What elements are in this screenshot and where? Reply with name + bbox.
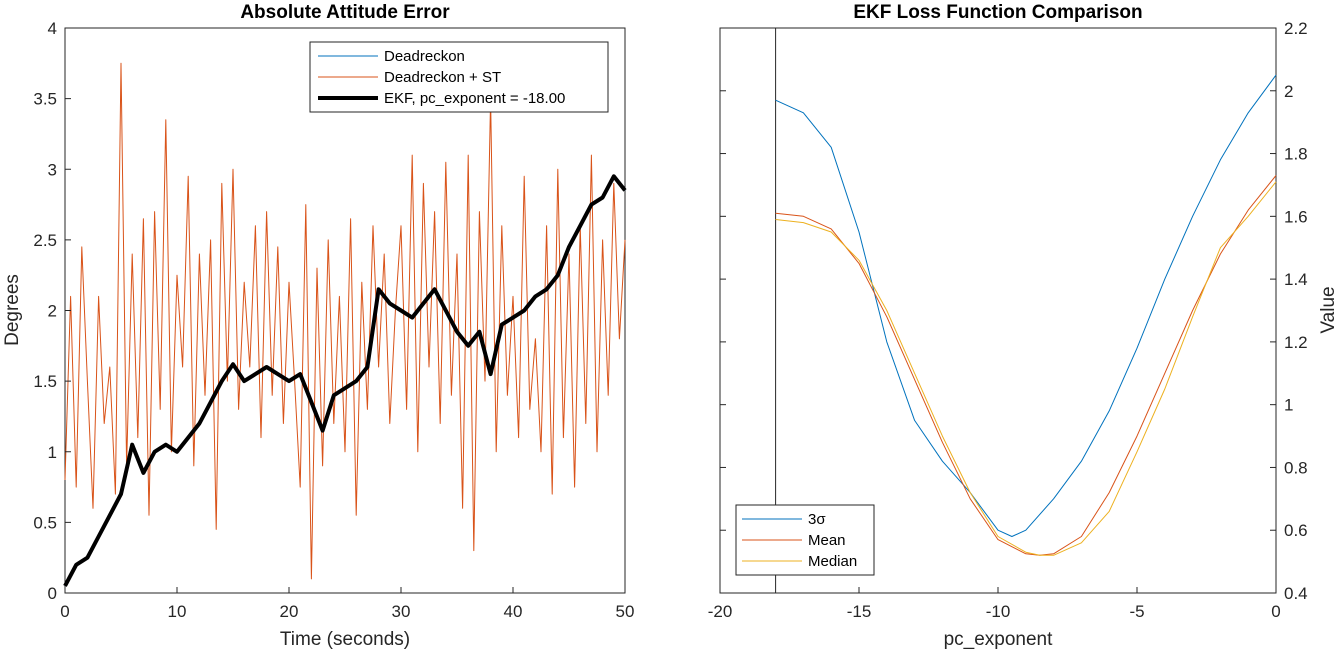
x-axis-ticks: 0 10 20 30 40 50: [60, 587, 634, 621]
y-tick-label: 1.2: [1284, 333, 1308, 352]
legend-label-3sigma: 3σ: [808, 511, 826, 528]
x-tick-label: 0: [1271, 602, 1280, 621]
series-line-deadreckon-st: [64, 62, 626, 580]
y-tick-label: 3.5: [33, 90, 57, 109]
series-line-median: [775, 181, 1277, 556]
x-tick-label: 0: [60, 602, 69, 621]
legend-label-deadreckon: Deadreckon: [384, 48, 465, 65]
legend: Deadreckon Deadreckon + ST EKF, pc_expon…: [309, 41, 609, 113]
series-group: [775, 74, 1277, 556]
x-tick-label: -5: [1129, 602, 1144, 621]
x-tick-label: -15: [847, 602, 872, 621]
series-line-3: [775, 74, 1277, 537]
y-tick-label: 1.5: [33, 372, 57, 391]
chart-title: Absolute Attitude Error: [240, 2, 450, 23]
series-line-mean: [775, 175, 1277, 556]
y-tick-label: 0.8: [1284, 458, 1308, 477]
chart-absolute-attitude-error: Absolute Attitude Error 0 10 20 30 40 50 0 0.5…: [2, 2, 634, 650]
y-tick-label: 1.8: [1284, 145, 1308, 164]
x-tick-label: -10: [986, 602, 1011, 621]
y-tick-label: 1: [1284, 396, 1293, 415]
legend-label-median: Median: [808, 553, 857, 570]
y-tick-label: 1: [48, 443, 57, 462]
x-tick-label: 10: [168, 602, 187, 621]
y-axis-label: Value: [1318, 286, 1339, 333]
x-axis-ticks: -20 -15 -10 -5 0: [708, 587, 1281, 621]
y-tick-label: 2: [1284, 82, 1293, 101]
y-axis-label: Degrees: [2, 274, 23, 346]
x-axis-label: pc_exponent: [944, 629, 1054, 650]
plot-area: [719, 27, 1277, 594]
x-tick-label: 40: [504, 602, 523, 621]
y-tick-label: 2.5: [33, 231, 57, 250]
legend: 3σ Mean Median: [735, 504, 875, 576]
y-tick-label: 2: [48, 302, 57, 321]
x-tick-label: 30: [392, 602, 411, 621]
y-tick-label: 3: [48, 160, 57, 179]
chart-ekf-loss-function-comparison: EKF Loss Function Comparison -20 -15 -10 -5…: [708, 2, 1339, 650]
y-tick-label: 0: [48, 584, 57, 603]
y-tick-label: 0.4: [1284, 584, 1308, 603]
plot-area: [64, 27, 626, 594]
legend-label-ekf: EKF, pc_exponent = -18.00: [384, 90, 565, 107]
y-axis-ticks: 0.4 0.6 0.8 1 1.2 1.4 1.6 1.8 2 2.2: [720, 19, 1308, 603]
y-axis-ticks: 0 0.5 1 1.5 2 2.5 3 3.5 4: [33, 19, 71, 603]
x-tick-label: 50: [616, 602, 635, 621]
y-tick-label: 2.2: [1284, 19, 1308, 38]
x-axis-label: Time (seconds): [280, 629, 410, 650]
legend-label-deadreckon-st: Deadreckon + ST: [384, 69, 501, 86]
y-tick-label: 0.6: [1284, 521, 1308, 540]
series-line-ekf-pc-exponent-18-00: [63, 174, 627, 587]
y-tick-label: 0.5: [33, 513, 57, 532]
y-tick-label: 4: [48, 19, 57, 38]
chart-title: EKF Loss Function Comparison: [853, 2, 1142, 23]
legend-label-mean: Mean: [808, 532, 846, 549]
x-tick-label: 20: [280, 602, 299, 621]
y-tick-label: 1.4: [1284, 270, 1308, 289]
series-group: [63, 62, 627, 587]
x-tick-label: -20: [708, 602, 733, 621]
y-tick-label: 1.6: [1284, 207, 1308, 226]
